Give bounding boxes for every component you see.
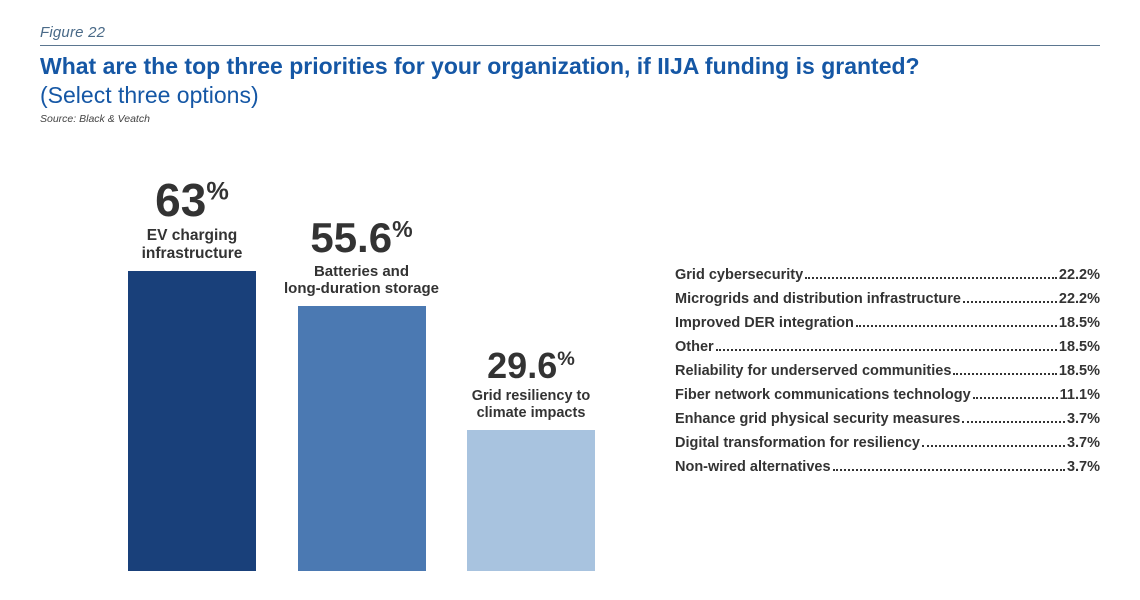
- list-item: Enhance grid physical security measures 3…: [675, 411, 1100, 427]
- list-item-label: Other: [675, 339, 714, 355]
- list-item: Digital transformation for resiliency 3.7…: [675, 435, 1100, 451]
- leader-dots: [856, 325, 1057, 327]
- secondary-list: Grid cybersecurity 22.2% Microgrids and di…: [595, 267, 1100, 571]
- list-item-value: 22.2%: [1059, 267, 1100, 283]
- bar-value: 55.6%: [310, 217, 412, 259]
- bar: [467, 430, 595, 571]
- bar-label: Batteries andlong-duration storage: [284, 263, 439, 298]
- list-item: Non-wired alternatives 3.7%: [675, 459, 1100, 475]
- list-item-value: 3.7%: [1067, 435, 1100, 451]
- figure-subtitle: (Select three options): [40, 81, 1100, 110]
- list-item-label: Non-wired alternatives: [675, 459, 831, 475]
- bar: [128, 271, 256, 571]
- figure-source: Source: Black & Veatch: [40, 113, 1100, 125]
- list-item-value: 18.5%: [1059, 363, 1100, 379]
- leader-dots: [805, 277, 1057, 279]
- bar-value: 29.6%: [487, 348, 575, 384]
- bar: [298, 306, 426, 571]
- list-item-label: Fiber network communications technology: [675, 387, 971, 403]
- bar-column: 29.6% Grid resiliency toclimate impacts: [467, 139, 595, 571]
- bar-chart: 63% EV charginginfrastructure 55.6% Batteri…: [40, 139, 595, 571]
- header-divider: [40, 45, 1100, 46]
- bar-column: 55.6% Batteries andlong-duration storage: [284, 139, 439, 571]
- list-item: Microgrids and distribution infrastructu…: [675, 291, 1100, 307]
- list-item-label: Digital transformation for resiliency: [675, 435, 920, 451]
- list-item: Other 18.5%: [675, 339, 1100, 355]
- list-item-label: Grid cybersecurity: [675, 267, 803, 283]
- leader-dots: [716, 349, 1057, 351]
- leader-dots: [833, 469, 1065, 471]
- list-item-label: Microgrids and distribution infrastructu…: [675, 291, 961, 307]
- list-item-value: 18.5%: [1059, 315, 1100, 331]
- leader-dots: [973, 397, 1058, 399]
- leader-dots: [963, 301, 1057, 303]
- list-item-value: 22.2%: [1059, 291, 1100, 307]
- list-item-value: 11.1%: [1060, 387, 1100, 403]
- list-item: Improved DER integration 18.5%: [675, 315, 1100, 331]
- list-item-label: Enhance grid physical security measures: [675, 411, 960, 427]
- list-item: Fiber network communications technology 1…: [675, 387, 1100, 403]
- list-item-value: 18.5%: [1059, 339, 1100, 355]
- list-item-value: 3.7%: [1067, 459, 1100, 475]
- leader-dots: [953, 373, 1056, 375]
- list-item: Grid cybersecurity 22.2%: [675, 267, 1100, 283]
- leader-dots: [922, 445, 1065, 447]
- leader-dots: [962, 421, 1065, 423]
- bar-value: 63%: [155, 177, 229, 223]
- figure-header: Figure 22 What are the top three priorit…: [40, 24, 1100, 125]
- list-item-label: Improved DER integration: [675, 315, 854, 331]
- bar-label: Grid resiliency toclimate impacts: [472, 388, 590, 421]
- list-item: Reliability for underserved communities 1…: [675, 363, 1100, 379]
- bar-column: 63% EV charginginfrastructure: [128, 139, 256, 571]
- figure-title: What are the top three priorities for yo…: [40, 52, 1100, 81]
- figure-label: Figure 22: [40, 24, 1100, 41]
- figure-content: 63% EV charginginfrastructure 55.6% Batteri…: [40, 139, 1100, 571]
- list-item-value: 3.7%: [1067, 411, 1100, 427]
- list-item-label: Reliability for underserved communities: [675, 363, 951, 379]
- bar-label: EV charginginfrastructure: [142, 227, 243, 263]
